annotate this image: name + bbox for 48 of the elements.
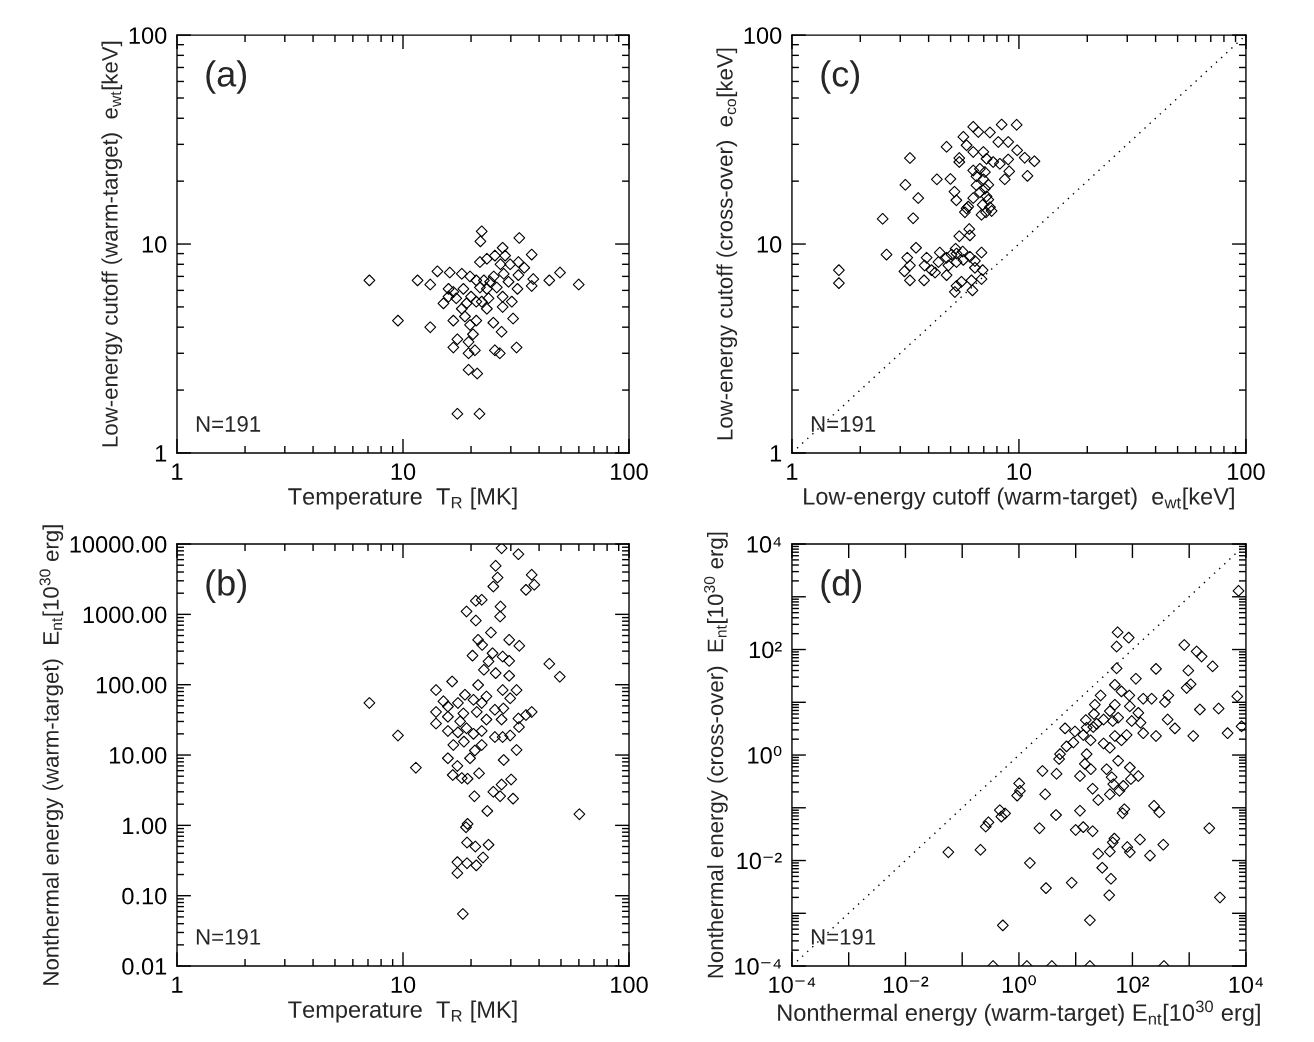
y-axis-title: Low-energy cutoff (cross-over) e$_{co}$[keV]: [716, 48, 738, 440]
y-tick-label: 10.00: [109, 747, 167, 764]
x-axis-title: Temperature T$_{R}$ [MK]: [288, 1000, 517, 1023]
y-tick-label: 10⁰: [748, 746, 782, 764]
y-tick-label: 10⁻²: [737, 852, 782, 870]
annotation: (c): [821, 60, 860, 94]
x-tick-label: 100: [1228, 463, 1265, 481]
annotation: (a): [206, 60, 247, 94]
x-axis-title: Temperature T$_{R}$ [MK]: [288, 487, 517, 510]
annotation: N=191: [811, 929, 876, 945]
y-tick-label: 0.10: [122, 887, 167, 905]
y-tick-label: 10⁻⁴: [735, 958, 782, 975]
annotation: N=191: [196, 416, 261, 432]
y-tick-label: 100: [129, 27, 167, 44]
annotation: (b): [206, 569, 247, 603]
x-tick-label: 1: [172, 976, 183, 993]
x-axis-title: Low-energy cutoff (warm-target) e$_{wt}$[keV]: [804, 487, 1234, 510]
x-tick-label: 10: [1007, 463, 1032, 481]
y-tick-label: 10²: [749, 641, 782, 659]
y-tick-label: 10: [757, 236, 782, 253]
x-axis-title: Nonthermal energy (warm-target) E$_{nt}$[10$^{30}$ erg]: [778, 1000, 1260, 1026]
x-tick-label: 10²: [1117, 976, 1150, 994]
y-axis-title: Low-energy cutoff (warm-target) e$_{wt}$[keV]: [101, 41, 123, 447]
y-tick-label: 10⁴: [747, 536, 782, 553]
y-tick-label: 10: [142, 236, 167, 253]
annotation: (d): [821, 569, 862, 603]
y-tick-label: 1000.00: [83, 606, 167, 624]
y-tick-label: 10000.00: [70, 536, 167, 553]
x-tick-label: 1: [172, 463, 183, 480]
y-tick-label: 0.01: [122, 958, 167, 975]
x-tick-label: 100: [611, 463, 648, 481]
y-axis-title: Nonthermal energy (cross-over) E$_{nt}$[10$^{30}$ erg]: [704, 532, 728, 978]
y-tick-label: 1: [770, 445, 782, 462]
y-tick-label: 1: [155, 445, 167, 462]
x-tick-label: 100: [611, 976, 648, 994]
x-tick-label: 10⁻⁴: [769, 976, 816, 994]
y-tick-label: 1.00: [123, 817, 167, 835]
x-tick-label: 10: [391, 463, 416, 481]
x-tick-label: 10⁰: [1002, 975, 1036, 994]
x-tick-label: 10⁻²: [883, 976, 929, 994]
annotation: N=191: [811, 416, 876, 432]
y-tick-label: 100: [744, 27, 782, 44]
x-tick-label: 10⁴: [1229, 976, 1263, 994]
annotation: N=191: [196, 929, 261, 945]
y-tick-label: 100.00: [96, 676, 167, 694]
x-tick-label: 10: [391, 976, 416, 994]
y-axis-title: Nonthermal energy (warm-target) E$_{nt}$[10$^{30}$ erg]: [39, 525, 64, 985]
x-tick-label: 1: [787, 463, 798, 480]
